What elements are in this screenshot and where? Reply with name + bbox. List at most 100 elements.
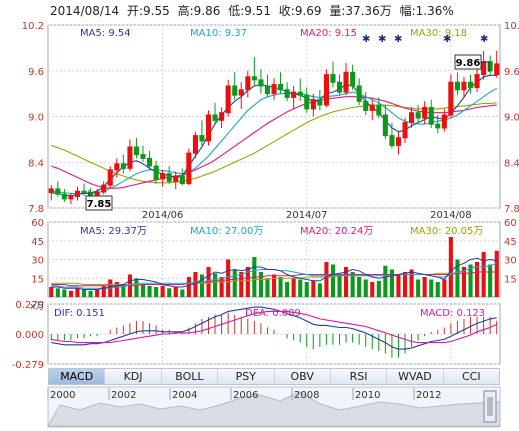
volume-bar bbox=[213, 273, 218, 298]
tab-boll[interactable]: BOLL bbox=[161, 369, 219, 384]
header-date: 2014/08/14 bbox=[50, 4, 119, 18]
x-axis-label: 2014/07 bbox=[286, 210, 328, 221]
candle-body bbox=[251, 76, 257, 81]
header-high-label: 高: bbox=[178, 3, 194, 18]
volume-bar bbox=[304, 282, 309, 297]
tab-rsi[interactable]: RSI bbox=[330, 369, 388, 384]
tab-obv[interactable]: OBV bbox=[274, 369, 331, 384]
candle-body bbox=[304, 94, 310, 110]
tab-cci[interactable]: CCI bbox=[443, 369, 499, 384]
candle-body bbox=[363, 100, 369, 111]
candle-body bbox=[395, 137, 401, 146]
event-marker[interactable]: ✱ bbox=[394, 34, 402, 45]
volume-bar bbox=[160, 285, 165, 298]
volume-tick-label-right: 30 bbox=[504, 256, 517, 267]
candle-body bbox=[350, 71, 356, 87]
price-ma-legend: MA5: 9.54 MA10: 9.37 MA20: 9.15 MA30: 9.18 bbox=[80, 28, 467, 39]
price-tick-label-left: 8.4 bbox=[28, 158, 44, 169]
candle-body bbox=[317, 99, 323, 106]
volume-bar bbox=[448, 237, 453, 297]
volume-bar bbox=[141, 284, 146, 297]
candle-body bbox=[343, 71, 349, 93]
event-marker[interactable]: ✱ bbox=[362, 34, 370, 45]
volume-bar bbox=[101, 285, 106, 298]
min-price-label: 7.85 bbox=[87, 199, 112, 210]
volume-bar bbox=[344, 267, 349, 297]
timeline-year-label: 2006 bbox=[233, 390, 258, 401]
candle-body bbox=[133, 146, 139, 156]
volume-bar bbox=[199, 274, 204, 297]
candle-body bbox=[271, 84, 277, 95]
dea-line bbox=[51, 310, 497, 344]
header-change-label: 幅: bbox=[400, 3, 416, 18]
event-marker[interactable]: ✱ bbox=[378, 34, 386, 45]
price-tick-label-left: 9.6 bbox=[28, 67, 44, 78]
volume-ma5-line bbox=[51, 257, 497, 290]
volume-bar bbox=[265, 278, 270, 298]
candle-body bbox=[166, 173, 172, 182]
candle-body bbox=[192, 135, 198, 154]
volume-tick-label-right: 15 bbox=[504, 274, 517, 285]
volume-bar bbox=[147, 285, 152, 298]
volume-bar bbox=[62, 289, 67, 297]
volume-bar bbox=[376, 280, 381, 298]
volume-bar bbox=[416, 279, 421, 297]
event-marker[interactable]: ✱ bbox=[480, 34, 488, 45]
volume-bar bbox=[383, 265, 388, 298]
tab-wvad[interactable]: WVAD bbox=[387, 369, 444, 384]
candle-body bbox=[297, 91, 303, 96]
volume-bar bbox=[363, 279, 368, 297]
volume-bar bbox=[403, 272, 408, 297]
candle-body bbox=[140, 154, 146, 159]
candle-body bbox=[468, 81, 474, 88]
candle-body bbox=[264, 85, 270, 95]
volume-bar bbox=[435, 282, 440, 297]
candle-body bbox=[173, 175, 179, 182]
volume-bar bbox=[370, 282, 375, 297]
indicator-tabs: MACD KDJ BOLL PSY OBV RSI WVAD CCI bbox=[48, 368, 500, 385]
header-volume: 37.36万 bbox=[345, 4, 391, 18]
volume-bar bbox=[186, 277, 191, 297]
volume-bar bbox=[167, 288, 172, 298]
candle-body bbox=[441, 114, 447, 129]
volume-bar bbox=[49, 287, 54, 297]
candle-body bbox=[422, 106, 428, 119]
macd-tick-label: -0.279 bbox=[12, 360, 44, 371]
candle-body bbox=[120, 163, 126, 169]
tab-psy[interactable]: PSY bbox=[218, 369, 275, 384]
candle-body bbox=[153, 165, 159, 180]
volume-tick-label-left: 45 bbox=[31, 237, 44, 248]
volume-bar bbox=[488, 264, 493, 297]
volume-bar bbox=[278, 277, 283, 297]
timeline-year-label: 2004 bbox=[172, 390, 197, 401]
volume-bar bbox=[226, 259, 231, 297]
event-markers[interactable]: ✱ ✱ ✱ ✱ ✱ bbox=[362, 34, 488, 45]
volume-tick-label-left: 30 bbox=[31, 256, 44, 267]
tab-macd[interactable]: MACD bbox=[49, 369, 106, 384]
candle-body bbox=[337, 81, 343, 93]
event-marker[interactable]: ✱ bbox=[443, 34, 451, 45]
macd-tick-label: 0.279 bbox=[15, 300, 44, 311]
candle-body bbox=[212, 114, 218, 121]
candle-body bbox=[291, 91, 297, 98]
volume-bar bbox=[154, 287, 159, 297]
volume-bar bbox=[298, 279, 303, 297]
timeline-strip[interactable]: 2000 2002 2004 2006 2008 2010 2012 bbox=[47, 386, 501, 428]
volume-bar bbox=[245, 267, 250, 297]
candle-body bbox=[74, 190, 81, 197]
volume-bar bbox=[396, 274, 401, 297]
tab-kdj[interactable]: KDJ bbox=[105, 369, 162, 384]
timeline-year-label: 2010 bbox=[355, 390, 380, 401]
volume-bar bbox=[134, 278, 139, 298]
candle-body bbox=[409, 112, 415, 124]
volume-bar bbox=[55, 288, 60, 298]
volume-bar bbox=[317, 283, 322, 298]
volume-bar bbox=[455, 259, 460, 297]
macd-unit-label: x万 bbox=[30, 302, 44, 312]
volume-bar bbox=[219, 277, 224, 297]
price-tick-label-left: 7.8 bbox=[28, 204, 44, 215]
price-ma-legend-item: MA20: 9.15 bbox=[300, 28, 357, 39]
volume-bar bbox=[442, 279, 447, 297]
candle-body bbox=[55, 188, 61, 195]
